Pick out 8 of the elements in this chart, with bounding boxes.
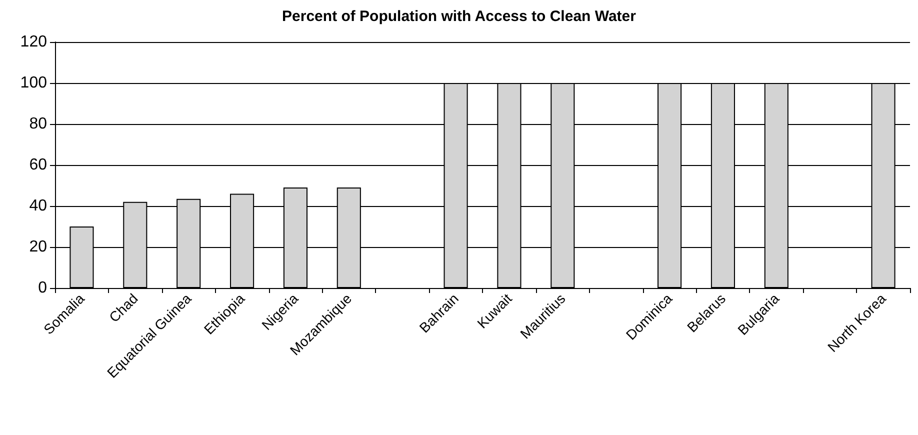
y-tick-label: 120 — [20, 34, 48, 50]
y-tick-label: 0 — [38, 280, 48, 296]
y-tick-label: 20 — [29, 238, 48, 256]
y-tick-label: 80 — [29, 116, 48, 132]
y-tick-label: 60 — [29, 156, 48, 174]
y-tick-label: 100 — [20, 74, 48, 92]
y-tick-label: 40 — [29, 198, 48, 214]
chart-title: Percent of Population with Access to Clean Water — [282, 8, 636, 25]
